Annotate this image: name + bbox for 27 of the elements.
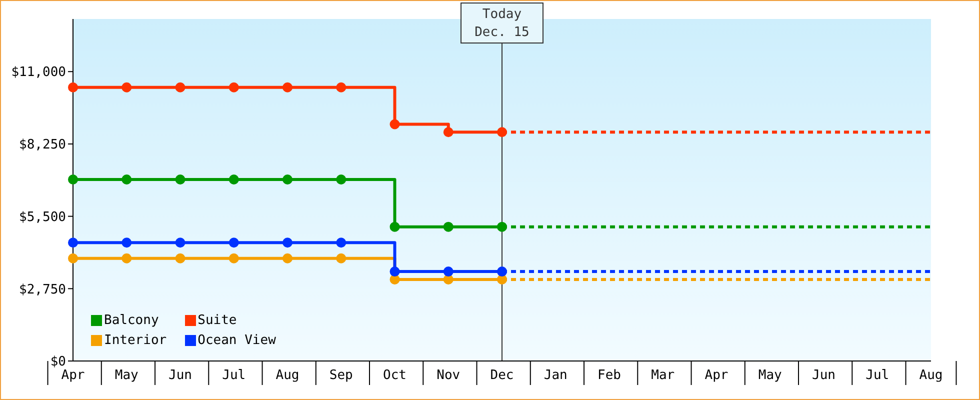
x-tick-label: Jun bbox=[812, 368, 836, 383]
y-tick-label: $2,750 bbox=[19, 282, 66, 298]
ref-line-label: Today Dec. 15 bbox=[474, 7, 530, 40]
x-tick-label: Oct bbox=[383, 368, 406, 383]
legend-label: Ocean View bbox=[198, 333, 276, 348]
y-tick-label: $11,000 bbox=[11, 65, 66, 80]
x-tick-label: Jul bbox=[866, 368, 890, 383]
x-tick-label: Mar bbox=[651, 368, 675, 383]
y-tick-label: $0 bbox=[50, 354, 66, 370]
x-tick-label: Aug bbox=[919, 368, 943, 383]
x-tick-label: Apr bbox=[61, 368, 85, 383]
legend-label: Suite bbox=[198, 313, 237, 328]
legend-label: Interior bbox=[104, 333, 167, 348]
x-tick-label: Sep bbox=[329, 368, 354, 383]
x-tick-label: May bbox=[114, 368, 139, 383]
x-tick-label: Jul bbox=[222, 368, 246, 383]
x-tick-label: Aug bbox=[276, 368, 300, 383]
x-tick-label: Jan bbox=[544, 368, 568, 383]
x-tick-label: Jun bbox=[168, 368, 192, 383]
x-tick-label: Dec bbox=[490, 368, 514, 383]
legend-label: Balcony bbox=[104, 313, 159, 328]
x-tick-label: Nov bbox=[436, 368, 460, 383]
y-tick-label: $5,500 bbox=[19, 210, 66, 225]
x-tick-label: Apr bbox=[704, 368, 728, 383]
x-tick-label: Feb bbox=[598, 368, 622, 383]
y-tick-label: $8,250 bbox=[19, 138, 66, 153]
x-tick-label: May bbox=[758, 368, 782, 383]
